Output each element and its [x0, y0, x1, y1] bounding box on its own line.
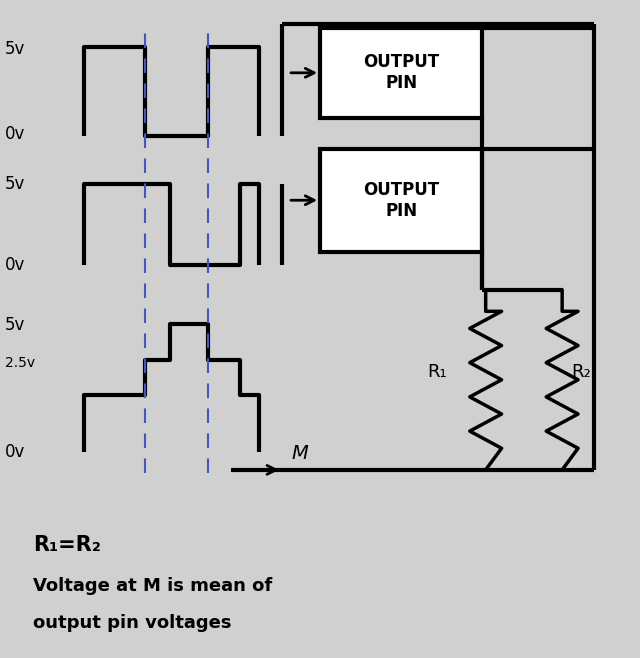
Text: 5v: 5v	[4, 316, 25, 334]
Text: 0v: 0v	[4, 257, 25, 274]
Text: output pin voltages: output pin voltages	[33, 613, 232, 632]
Text: R₁=R₂: R₁=R₂	[33, 535, 101, 555]
FancyBboxPatch shape	[320, 149, 483, 251]
Text: M: M	[291, 444, 308, 463]
Text: 2.5v: 2.5v	[4, 356, 35, 370]
Text: 5v: 5v	[4, 39, 25, 57]
Text: 0v: 0v	[4, 443, 25, 461]
Text: 0v: 0v	[4, 126, 25, 143]
Text: R₂: R₂	[572, 363, 591, 380]
Text: Voltage at M is mean of: Voltage at M is mean of	[33, 577, 273, 595]
Text: OUTPUT
PIN: OUTPUT PIN	[363, 53, 439, 92]
Text: 5v: 5v	[4, 174, 25, 193]
Text: R₁: R₁	[428, 363, 447, 380]
FancyBboxPatch shape	[320, 28, 483, 118]
Text: OUTPUT
PIN: OUTPUT PIN	[363, 181, 439, 220]
